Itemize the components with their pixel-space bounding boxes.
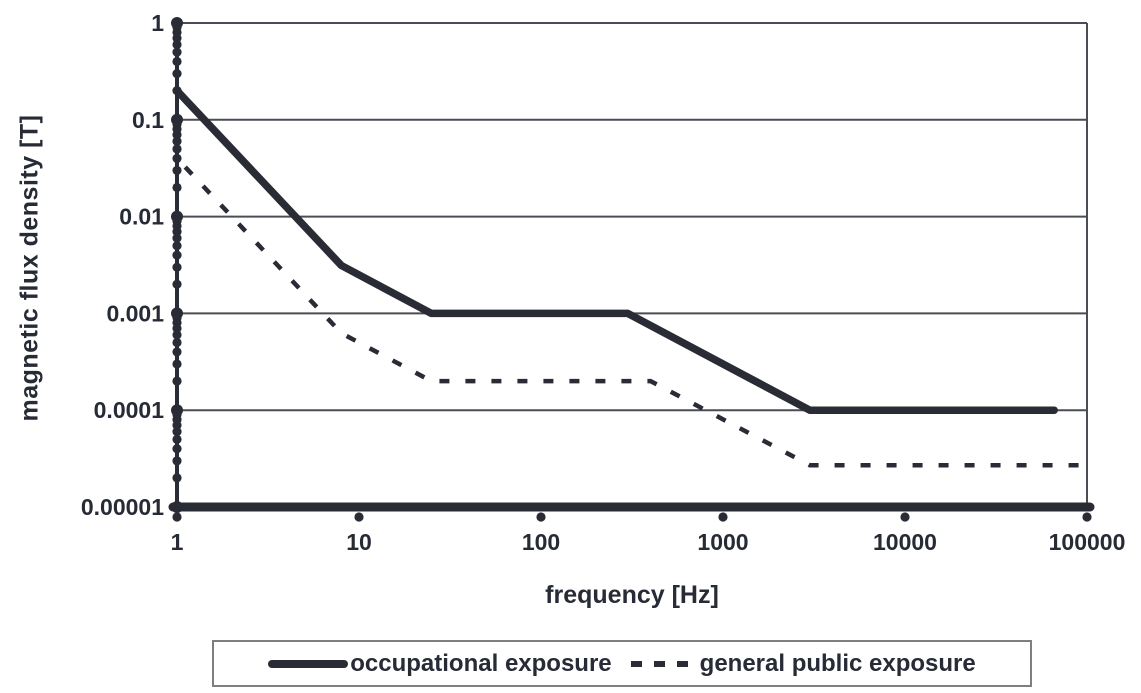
y-tick-label: 0.00001: [81, 494, 164, 520]
y-tick-label: 0.1: [132, 107, 164, 133]
y-minor-tick: [172, 136, 182, 146]
legend: occupational exposure general public exp…: [212, 640, 1032, 687]
y-minor-tick: [172, 241, 182, 251]
y-minor-tick: [172, 473, 182, 483]
y-axis-title: magnetic flux density [T]: [15, 114, 44, 422]
y-minor-tick: [172, 47, 182, 57]
y-minor-tick: [172, 376, 182, 386]
y-minor-tick: [172, 337, 182, 348]
y-major-tick: [171, 307, 183, 320]
x-tick-dot: [536, 512, 546, 522]
y-minor-tick: [172, 144, 182, 154]
x-tick-label: 100000: [1049, 529, 1126, 555]
y-major-tick: [171, 17, 183, 29]
x-tick-label: 100: [522, 529, 560, 555]
y-major-tick: [171, 404, 183, 417]
y-minor-tick: [172, 262, 182, 272]
x-tick-dot: [354, 512, 364, 522]
y-minor-tick: [172, 456, 182, 466]
x-axis-title: frequency [Hz]: [545, 581, 719, 609]
y-tick-label: 0.001: [106, 300, 164, 326]
y-tick-label: 1: [151, 10, 164, 36]
x-tick-label: 1: [171, 529, 184, 555]
y-minor-tick: [172, 359, 182, 369]
dashed-line-swatch-icon: [630, 660, 689, 667]
y-tick-label: 0.01: [119, 204, 164, 230]
x-tick-label: 10000: [873, 529, 937, 555]
y-minor-tick: [172, 233, 182, 243]
y-major-tick: [171, 501, 183, 513]
y-minor-tick: [172, 86, 182, 96]
x-tick-dot: [172, 512, 182, 522]
legend-label-occupational: occupational exposure: [350, 649, 612, 677]
y-minor-tick: [172, 427, 182, 437]
y-minor-tick: [172, 347, 182, 357]
series-line-general-public-exposure: [175, 156, 1087, 468]
x-tick-label: 1000: [697, 529, 748, 555]
y-minor-tick: [172, 279, 182, 289]
x-tick-dot: [718, 512, 728, 522]
y-major-tick: [171, 210, 183, 223]
y-minor-tick: [172, 153, 182, 163]
x-tick-dot: [1082, 512, 1092, 522]
y-minor-tick: [172, 69, 182, 79]
y-minor-tick: [172, 39, 182, 50]
y-tick-label: 0.0001: [94, 397, 165, 423]
series-line-occupational-exposure: [173, 86, 1058, 414]
y-minor-tick: [172, 250, 182, 260]
y-minor-tick: [172, 165, 182, 176]
y-minor-tick: [172, 444, 182, 454]
solid-line-swatch-icon: [268, 659, 349, 668]
y-minor-tick: [172, 330, 182, 340]
y-minor-tick: [172, 56, 182, 67]
y-minor-tick: [172, 434, 182, 444]
y-minor-tick: [172, 182, 182, 193]
x-tick-label: 10: [346, 529, 372, 555]
legend-label-general-public: general public exposure: [699, 649, 976, 677]
y-major-tick: [171, 113, 183, 126]
x-tick-dot: [900, 512, 910, 522]
